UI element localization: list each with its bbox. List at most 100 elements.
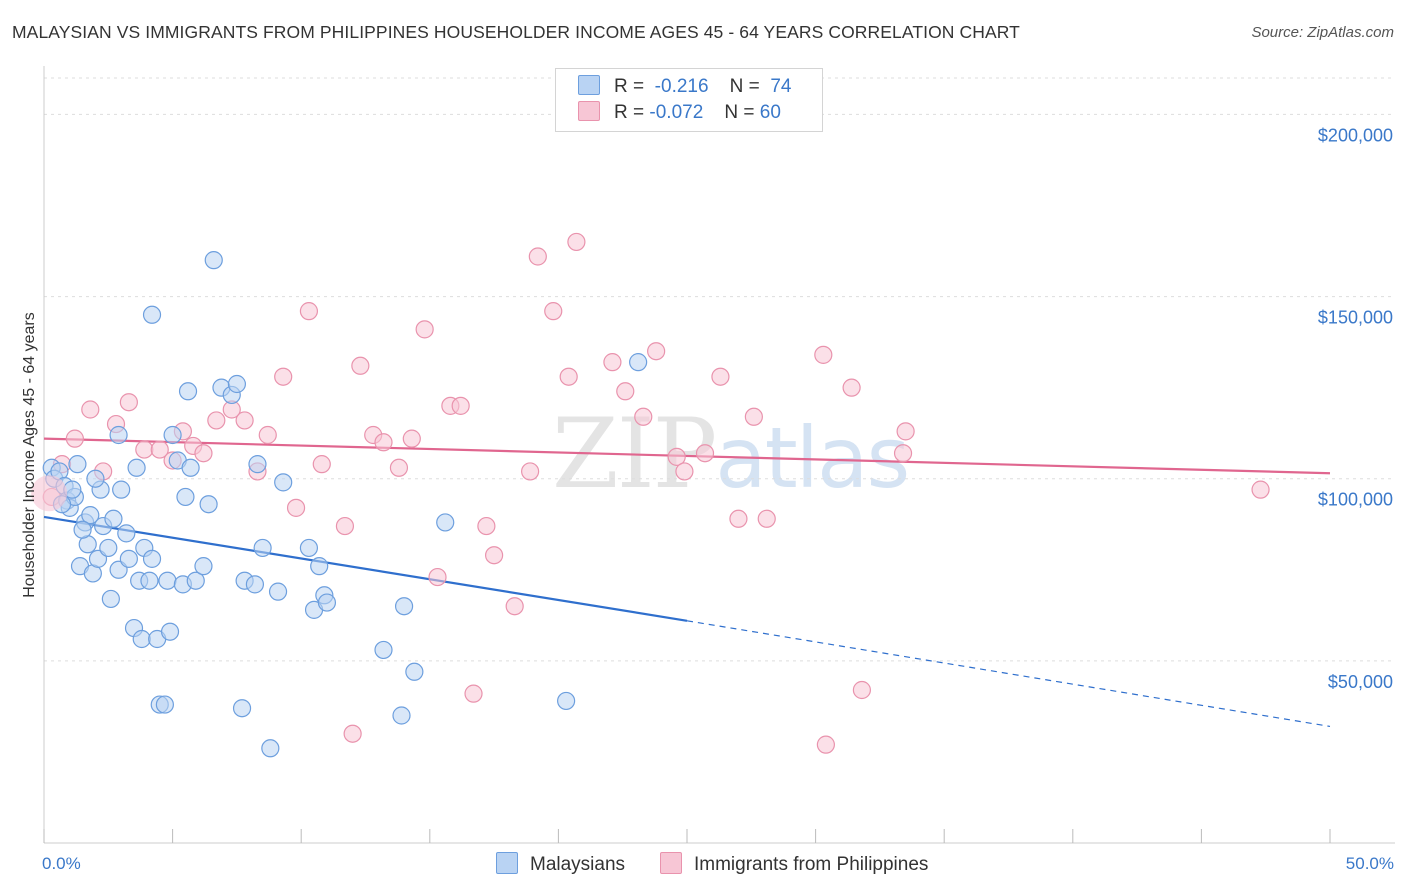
point-philippines [757,509,776,528]
point-malaysians [127,458,146,477]
axes [43,66,1395,844]
point-philippines [150,440,169,459]
legend-n-label: N = [724,102,755,123]
point-philippines [464,684,483,703]
point-malaysians [374,640,393,660]
point-malaysians [392,706,411,725]
point-malaysians [99,538,118,558]
point-philippines [135,440,154,459]
point-malaysians [436,513,455,532]
point-philippines [675,462,694,481]
point-philippines [893,444,913,463]
point-malaysians [104,509,123,528]
legend-row-philippines: R = -0.072 N = 60 [578,101,781,127]
point-malaysians [132,629,151,649]
point-malaysians [227,374,246,394]
point-philippines [634,407,653,426]
point-philippines [258,425,277,445]
point-malaysians [160,622,180,641]
legend-r-value: -0.216 [654,76,709,97]
point-philippines [667,447,686,466]
point-malaysians [186,571,205,590]
point-philippines [374,433,393,452]
source-credit: Source: ZipAtlas.com [1251,24,1394,41]
point-malaysians [248,455,267,474]
point-malaysians [163,425,182,445]
point-malaysians [86,469,105,488]
point-philippines [559,367,578,386]
point-malaysians [299,538,319,558]
point-philippines [207,411,226,430]
trend-line-philippines [43,437,1331,475]
point-malaysians [629,353,648,372]
point-malaysians [245,575,265,594]
point-malaysians [117,524,136,543]
point-malaysians [140,571,159,590]
point-philippines [235,411,254,430]
y-tick-label: $150,000 [1318,308,1393,328]
point-philippines [567,232,586,252]
point-malaysians [176,487,195,507]
point-philippines-cluster [31,475,68,512]
point-philippines [521,462,540,481]
point-philippines [415,320,434,339]
point-philippines [729,509,748,528]
point-philippines [485,546,504,565]
series-legend-malaysians: Malaysians [496,852,625,876]
point-philippines [505,597,524,616]
point-malaysians [199,495,218,514]
series-legend-label: Malaysians [530,854,626,875]
point-philippines [814,345,833,364]
point-philippines [299,302,319,321]
point-philippines [711,367,730,386]
legend-r-label: R = [614,76,645,97]
point-malaysians [73,520,92,539]
series-swatch-pink [660,852,682,874]
point-philippines [896,422,915,441]
point-philippines [451,396,470,415]
point-malaysians [109,425,128,445]
y-tick-label: $100,000 [1318,490,1393,510]
y-tick-label: $50,000 [1328,672,1393,692]
point-malaysians [158,571,177,590]
point-philippines [389,458,409,477]
point-philippines [286,498,306,517]
point-philippines [695,444,715,463]
point-malaysians [557,691,576,711]
point-malaysians [394,597,414,616]
point-philippines [312,455,331,474]
legend-swatch-pink [578,101,600,121]
point-philippines [351,356,370,375]
point-philippines [81,400,100,419]
point-malaysians [81,506,100,525]
trend-line-malaysians [43,515,688,622]
point-malaysians [181,458,200,477]
point-philippines [119,393,138,412]
point-philippines [744,407,763,426]
point-malaysians [142,549,162,568]
series-swatch-blue [496,852,518,874]
point-philippines [544,302,563,321]
point-malaysians [261,739,280,758]
point-malaysians [232,699,252,718]
point-philippines [428,567,447,587]
point-philippines [528,247,547,266]
y-axis-label: Householder Income Ages 45 - 64 years [21,312,38,598]
trend-lines [43,437,1331,728]
point-malaysians [155,695,174,714]
trend-line-malaysians-projection [686,620,1331,728]
data-points [31,232,1270,758]
point-malaysians [253,538,272,558]
point-malaysians [119,549,138,568]
y-tick-label: $200,000 [1318,125,1393,145]
point-malaysians [142,305,162,324]
legend-n-value: 60 [759,102,781,123]
point-malaysians [310,557,329,576]
legend-n-value: 74 [770,76,792,97]
point-malaysians [204,251,223,270]
legend-row-malaysians: R = -0.216 N = 74 [578,75,791,101]
point-malaysians [101,589,120,609]
point-philippines [1251,480,1270,499]
point-malaysians [274,473,293,492]
point-philippines [343,724,362,743]
